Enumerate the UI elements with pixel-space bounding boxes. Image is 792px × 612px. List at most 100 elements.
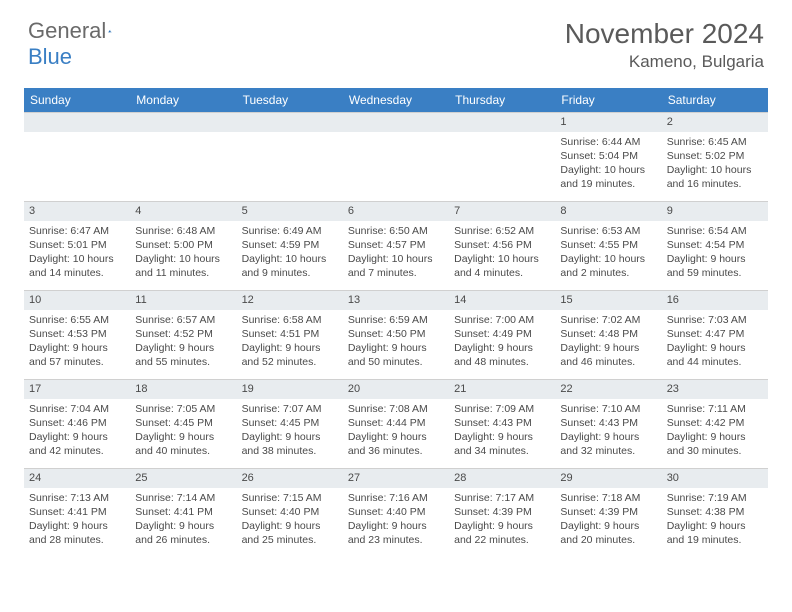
- daylight-text: Daylight: 10 hours and 7 minutes.: [348, 252, 444, 280]
- sunset-text: Sunset: 4:59 PM: [242, 238, 338, 252]
- day-body: Sunrise: 6:44 AMSunset: 5:04 PMDaylight:…: [555, 132, 661, 196]
- daylight-text: Daylight: 9 hours and 25 minutes.: [242, 519, 338, 547]
- sunrise-text: Sunrise: 6:58 AM: [242, 313, 338, 327]
- day-number: 26: [237, 469, 343, 488]
- day-number: 13: [343, 291, 449, 310]
- day-body: Sunrise: 7:03 AMSunset: 4:47 PMDaylight:…: [662, 310, 768, 374]
- day-number: 23: [662, 380, 768, 399]
- weekday-header: Friday: [555, 88, 661, 112]
- sunrise-text: Sunrise: 6:44 AM: [560, 135, 656, 149]
- weekday-header: Saturday: [662, 88, 768, 112]
- day-body: Sunrise: 6:55 AMSunset: 4:53 PMDaylight:…: [24, 310, 130, 374]
- sunset-text: Sunset: 4:41 PM: [135, 505, 231, 519]
- daylight-text: Daylight: 9 hours and 52 minutes.: [242, 341, 338, 369]
- day-cell: 4Sunrise: 6:48 AMSunset: 5:00 PMDaylight…: [130, 202, 236, 290]
- daylight-text: Daylight: 9 hours and 46 minutes.: [560, 341, 656, 369]
- daylight-text: Daylight: 9 hours and 23 minutes.: [348, 519, 444, 547]
- daylight-text: Daylight: 9 hours and 19 minutes.: [667, 519, 763, 547]
- day-body: Sunrise: 6:54 AMSunset: 4:54 PMDaylight:…: [662, 221, 768, 285]
- day-cell: 24Sunrise: 7:13 AMSunset: 4:41 PMDayligh…: [24, 469, 130, 557]
- daylight-text: Daylight: 9 hours and 44 minutes.: [667, 341, 763, 369]
- sunset-text: Sunset: 4:42 PM: [667, 416, 763, 430]
- day-number: 17: [24, 380, 130, 399]
- day-cell: 10Sunrise: 6:55 AMSunset: 4:53 PMDayligh…: [24, 291, 130, 379]
- sunset-text: Sunset: 4:44 PM: [348, 416, 444, 430]
- sunset-text: Sunset: 4:39 PM: [454, 505, 550, 519]
- daylight-text: Daylight: 10 hours and 2 minutes.: [560, 252, 656, 280]
- sunset-text: Sunset: 4:40 PM: [242, 505, 338, 519]
- daylight-text: Daylight: 9 hours and 26 minutes.: [135, 519, 231, 547]
- daylight-text: Daylight: 10 hours and 14 minutes.: [29, 252, 125, 280]
- sunrise-text: Sunrise: 7:07 AM: [242, 402, 338, 416]
- day-body: Sunrise: 7:15 AMSunset: 4:40 PMDaylight:…: [237, 488, 343, 552]
- sunrise-text: Sunrise: 7:15 AM: [242, 491, 338, 505]
- sunrise-text: Sunrise: 7:08 AM: [348, 402, 444, 416]
- sunrise-text: Sunrise: 6:47 AM: [29, 224, 125, 238]
- day-body: [130, 132, 236, 139]
- day-number: 19: [237, 380, 343, 399]
- day-body: Sunrise: 7:13 AMSunset: 4:41 PMDaylight:…: [24, 488, 130, 552]
- day-cell: 30Sunrise: 7:19 AMSunset: 4:38 PMDayligh…: [662, 469, 768, 557]
- day-number: 27: [343, 469, 449, 488]
- sunset-text: Sunset: 4:50 PM: [348, 327, 444, 341]
- day-cell: 19Sunrise: 7:07 AMSunset: 4:45 PMDayligh…: [237, 380, 343, 468]
- day-cell: 21Sunrise: 7:09 AMSunset: 4:43 PMDayligh…: [449, 380, 555, 468]
- day-cell: 5Sunrise: 6:49 AMSunset: 4:59 PMDaylight…: [237, 202, 343, 290]
- day-number: 21: [449, 380, 555, 399]
- day-number: [343, 113, 449, 132]
- day-body: Sunrise: 7:08 AMSunset: 4:44 PMDaylight:…: [343, 399, 449, 463]
- day-cell: 7 Sunrise: 6:52 AMSunset: 4:56 PMDaylight…: [449, 202, 555, 290]
- sunrise-text: Sunrise: 6:45 AM: [667, 135, 763, 149]
- daylight-text: Daylight: 10 hours and 11 minutes.: [135, 252, 231, 280]
- day-number: [449, 113, 555, 132]
- day-number: 5: [237, 202, 343, 221]
- sunrise-text: Sunrise: 7:16 AM: [348, 491, 444, 505]
- day-body: Sunrise: 7:16 AMSunset: 4:40 PMDaylight:…: [343, 488, 449, 552]
- day-cell: 25Sunrise: 7:14 AMSunset: 4:41 PMDayligh…: [130, 469, 236, 557]
- day-number: 20: [343, 380, 449, 399]
- day-number: 30: [662, 469, 768, 488]
- week-row: 10Sunrise: 6:55 AMSunset: 4:53 PMDayligh…: [24, 290, 768, 379]
- daylight-text: Daylight: 9 hours and 55 minutes.: [135, 341, 231, 369]
- sunrise-text: Sunrise: 7:10 AM: [560, 402, 656, 416]
- day-body: Sunrise: 7:00 AMSunset: 4:49 PMDaylight:…: [449, 310, 555, 374]
- day-body: Sunrise: 6:59 AMSunset: 4:50 PMDaylight:…: [343, 310, 449, 374]
- day-cell: 22Sunrise: 7:10 AMSunset: 4:43 PMDayligh…: [555, 380, 661, 468]
- day-cell: 8Sunrise: 6:53 AMSunset: 4:55 PMDaylight…: [555, 202, 661, 290]
- day-number: [237, 113, 343, 132]
- day-number: 16: [662, 291, 768, 310]
- day-cell: 1Sunrise: 6:44 AMSunset: 5:04 PMDaylight…: [555, 113, 661, 201]
- sunrise-text: Sunrise: 7:17 AM: [454, 491, 550, 505]
- day-body: Sunrise: 7:14 AMSunset: 4:41 PMDaylight:…: [130, 488, 236, 552]
- sunset-text: Sunset: 4:38 PM: [667, 505, 763, 519]
- day-number: 7: [449, 202, 555, 221]
- sunset-text: Sunset: 4:43 PM: [560, 416, 656, 430]
- day-cell: 23Sunrise: 7:11 AMSunset: 4:42 PMDayligh…: [662, 380, 768, 468]
- sunrise-text: Sunrise: 6:49 AM: [242, 224, 338, 238]
- sunrise-text: Sunrise: 6:52 AM: [454, 224, 550, 238]
- weekday-header: Sunday: [24, 88, 130, 112]
- sunset-text: Sunset: 5:01 PM: [29, 238, 125, 252]
- sunset-text: Sunset: 5:04 PM: [560, 149, 656, 163]
- day-body: [24, 132, 130, 139]
- daylight-text: Daylight: 9 hours and 48 minutes.: [454, 341, 550, 369]
- logo-sail-icon: [108, 22, 112, 40]
- day-body: Sunrise: 7:09 AMSunset: 4:43 PMDaylight:…: [449, 399, 555, 463]
- month-title: November 2024: [565, 18, 764, 50]
- sunset-text: Sunset: 5:02 PM: [667, 149, 763, 163]
- sunset-text: Sunset: 4:56 PM: [454, 238, 550, 252]
- title-block: November 2024 Kameno, Bulgaria: [565, 18, 764, 72]
- daylight-text: Daylight: 10 hours and 19 minutes.: [560, 163, 656, 191]
- day-body: Sunrise: 7:05 AMSunset: 4:45 PMDaylight:…: [130, 399, 236, 463]
- day-cell: 15Sunrise: 7:02 AMSunset: 4:48 PMDayligh…: [555, 291, 661, 379]
- sunrise-text: Sunrise: 7:13 AM: [29, 491, 125, 505]
- day-number: 29: [555, 469, 661, 488]
- day-number: 11: [130, 291, 236, 310]
- sunset-text: Sunset: 4:57 PM: [348, 238, 444, 252]
- day-cell: 20Sunrise: 7:08 AMSunset: 4:44 PMDayligh…: [343, 380, 449, 468]
- day-cell: 18Sunrise: 7:05 AMSunset: 4:45 PMDayligh…: [130, 380, 236, 468]
- sunset-text: Sunset: 4:41 PM: [29, 505, 125, 519]
- day-body: Sunrise: 7:17 AMSunset: 4:39 PMDaylight:…: [449, 488, 555, 552]
- daylight-text: Daylight: 10 hours and 4 minutes.: [454, 252, 550, 280]
- day-body: Sunrise: 6:49 AMSunset: 4:59 PMDaylight:…: [237, 221, 343, 285]
